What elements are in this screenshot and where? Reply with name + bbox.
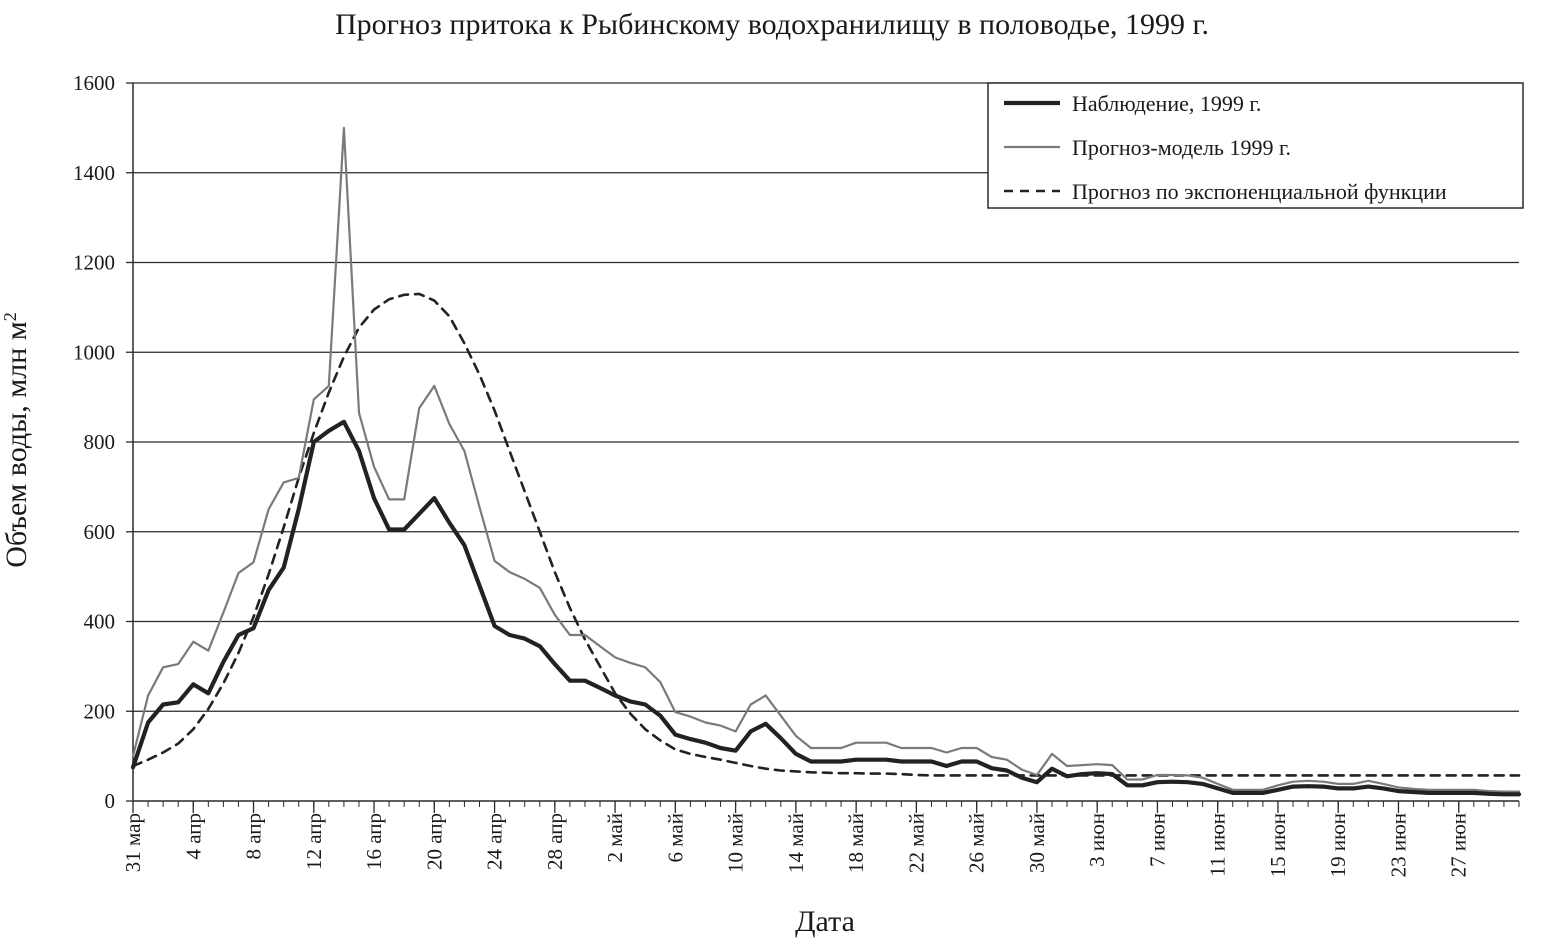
y-tick-label: 200 bbox=[84, 699, 116, 723]
y-tick-label: 400 bbox=[84, 610, 116, 634]
x-tick-label: 18 май bbox=[844, 813, 868, 873]
x-tick-label: 2 май bbox=[603, 813, 627, 862]
y-tick-label: 1400 bbox=[73, 161, 115, 185]
x-tick-label: 31 мар bbox=[121, 813, 145, 872]
x-tick-label: 28 апр bbox=[543, 813, 567, 870]
x-tick-label: 30 май bbox=[1025, 813, 1049, 873]
series-line-0 bbox=[130, 419, 1522, 797]
x-tick-label: 19 июн bbox=[1326, 813, 1350, 877]
y-tick-label: 1600 bbox=[73, 71, 115, 95]
legend: Наблюдение, 1999 г. Прогноз-модель 1999 г… bbox=[987, 82, 1524, 209]
x-tick-label: 8 апр bbox=[242, 813, 266, 860]
series-line-1 bbox=[131, 126, 1521, 793]
y-tick-label: 1200 bbox=[73, 251, 115, 275]
x-tick-label: 3 июн bbox=[1085, 813, 1109, 867]
x-tick-label: 20 апр bbox=[422, 813, 446, 870]
x-tick-label: 24 апр bbox=[483, 813, 507, 870]
y-tick-label: 800 bbox=[84, 430, 116, 454]
x-tick-label: 12 апр bbox=[302, 813, 326, 870]
y-tick-label: 0 bbox=[105, 789, 116, 813]
x-tick-label: 7 июн bbox=[1145, 813, 1169, 867]
x-axis-title: Дата bbox=[795, 905, 855, 938]
y-axis-title-superscript: 2 bbox=[0, 312, 20, 321]
legend-label-1: Прогноз-модель 1999 г. bbox=[1072, 135, 1291, 160]
x-tick-label: 15 июн bbox=[1266, 813, 1290, 877]
x-tick-label: 11 июн bbox=[1206, 813, 1230, 877]
legend-box bbox=[987, 82, 1524, 209]
x-tick-label: 14 май bbox=[784, 813, 808, 873]
x-tick-label: 27 июн bbox=[1447, 813, 1471, 877]
y-tick-label: 600 bbox=[84, 520, 116, 544]
chart-title: Прогноз притока к Рыбинскому водохранили… bbox=[335, 8, 1209, 41]
y-axis-title-text: Объем воды, млн м bbox=[0, 321, 33, 568]
legend-label-2: Прогноз по экспоненциальной функции bbox=[1072, 179, 1447, 204]
x-tick-label: 23 июн bbox=[1386, 813, 1410, 877]
x-tick-label: 4 апр bbox=[181, 813, 205, 860]
y-axis-title: Объем воды, млн м2 bbox=[0, 312, 33, 568]
series-layer bbox=[130, 126, 1522, 797]
axes-layer: 0 200 400 600 800 1000 1200 1400 1600 31 мар 4 апр… bbox=[73, 71, 1520, 877]
x-tick-label: 10 май bbox=[724, 813, 748, 873]
x-tick-label: 6 май bbox=[663, 813, 687, 862]
x-tick-label: 22 май bbox=[904, 813, 928, 873]
x-tick-label: 16 апр bbox=[362, 813, 386, 870]
series-line-2 bbox=[131, 292, 1521, 777]
x-tick-label: 26 май bbox=[965, 813, 989, 873]
y-tick-label: 1000 bbox=[73, 340, 115, 364]
legend-label-0: Наблюдение, 1999 г. bbox=[1072, 91, 1261, 116]
